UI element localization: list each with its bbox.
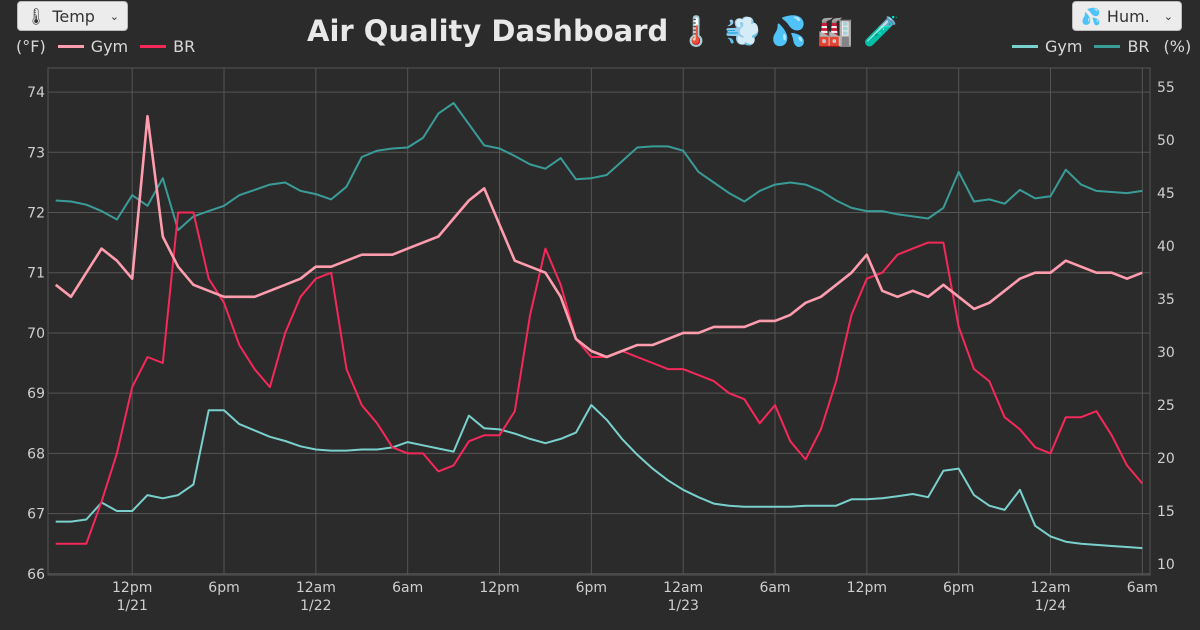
y-right-tick-label: 45: [1157, 186, 1175, 202]
y-right-tick-label: 50: [1157, 133, 1175, 149]
x-tick-label: 6am: [1127, 580, 1158, 596]
y-left-tick-label: 68: [27, 446, 45, 462]
legend-label: Gym: [1045, 37, 1083, 56]
legend-label: Gym: [90, 37, 129, 56]
legend-item-hum-gym[interactable]: Gym: [1012, 37, 1082, 56]
y-right-tick-label: 15: [1157, 504, 1175, 520]
legend-item-hum-br[interactable]: BR: [1094, 37, 1150, 56]
chevron-down-icon: ⌄: [109, 9, 119, 23]
series-line-temp-br: [55, 211, 1144, 545]
y-left-tick-label: 67: [27, 507, 45, 523]
legend-right-unit: (%): [1163, 37, 1192, 56]
y-left-tick-label: 73: [27, 145, 45, 161]
x-tick-label: 6pm: [943, 580, 974, 596]
series-line-hum-br: [55, 102, 1143, 232]
y-left-tick-label: 69: [27, 386, 45, 402]
x-tick-label: 6pm: [576, 580, 607, 596]
y-left-tick-label: 74: [27, 85, 45, 101]
x-tick-label: 6am: [392, 580, 423, 596]
y-right-tick-label: 25: [1157, 398, 1175, 414]
left-metric-select[interactable]: 🌡 Temp ⌄: [17, 1, 128, 31]
x-tick-label: 12am: [1030, 580, 1070, 596]
legend-swatch: [1094, 45, 1121, 48]
legend-swatch: [1012, 45, 1038, 48]
legend-label: BR: [173, 37, 196, 56]
legend-left: (°F) Gym BR: [16, 37, 207, 56]
right-metric-select[interactable]: 💦 Hum. ⌄: [1072, 1, 1182, 31]
x-tick-label: 6pm: [208, 580, 239, 596]
y-right-tick-label: 20: [1157, 451, 1175, 467]
y-left-tick-label: 72: [27, 206, 45, 222]
y-right-tick-label: 30: [1157, 345, 1175, 361]
y-right-tick-label: 40: [1157, 239, 1175, 255]
page-title: Air Quality Dashboard 🌡️ 💨 💦 🏭 🧪: [307, 14, 900, 48]
left-metric-select-label: Temp: [52, 6, 95, 26]
legend-item-temp-br[interactable]: BR: [140, 37, 195, 56]
x-tick-sublabel: 1/21: [116, 598, 147, 614]
x-tick-label: 12pm: [479, 580, 519, 596]
x-tick-sublabel: 1/23: [667, 598, 698, 614]
legend-swatch: [140, 45, 167, 48]
y-right-tick-label: 35: [1157, 292, 1175, 308]
chevron-down-icon: ⌄: [1163, 9, 1173, 23]
legend-left-unit: (°F): [16, 37, 46, 56]
droplets-icon: 💦: [1081, 6, 1101, 26]
right-metric-select-label: Hum.: [1106, 6, 1150, 26]
legend-label: BR: [1127, 37, 1150, 56]
plot-frame: [47, 67, 1151, 576]
x-tick-label: 12am: [663, 580, 703, 596]
legend-right: Gym BR (%): [1012, 37, 1191, 56]
y-right-tick-label: 10: [1157, 557, 1175, 573]
y-left-tick-label: 66: [27, 567, 45, 583]
y-left-tick-label: 70: [27, 326, 45, 342]
x-tick-label: 12pm: [112, 580, 152, 596]
series-line-temp-gym: [54, 114, 1143, 359]
x-tick-label: 6am: [759, 580, 790, 596]
x-tick-label: 12pm: [847, 580, 887, 596]
x-tick-sublabel: 1/22: [300, 598, 331, 614]
legend-swatch: [57, 45, 84, 48]
y-left-tick-label: 71: [27, 266, 45, 282]
series-line-hum-gym: [55, 404, 1143, 550]
thermometer-icon: 🌡: [26, 6, 47, 26]
x-tick-label: 12am: [296, 580, 336, 596]
y-right-tick-label: 55: [1157, 80, 1175, 96]
legend-item-temp-gym[interactable]: Gym: [57, 37, 129, 56]
x-tick-sublabel: 1/24: [1035, 598, 1067, 614]
